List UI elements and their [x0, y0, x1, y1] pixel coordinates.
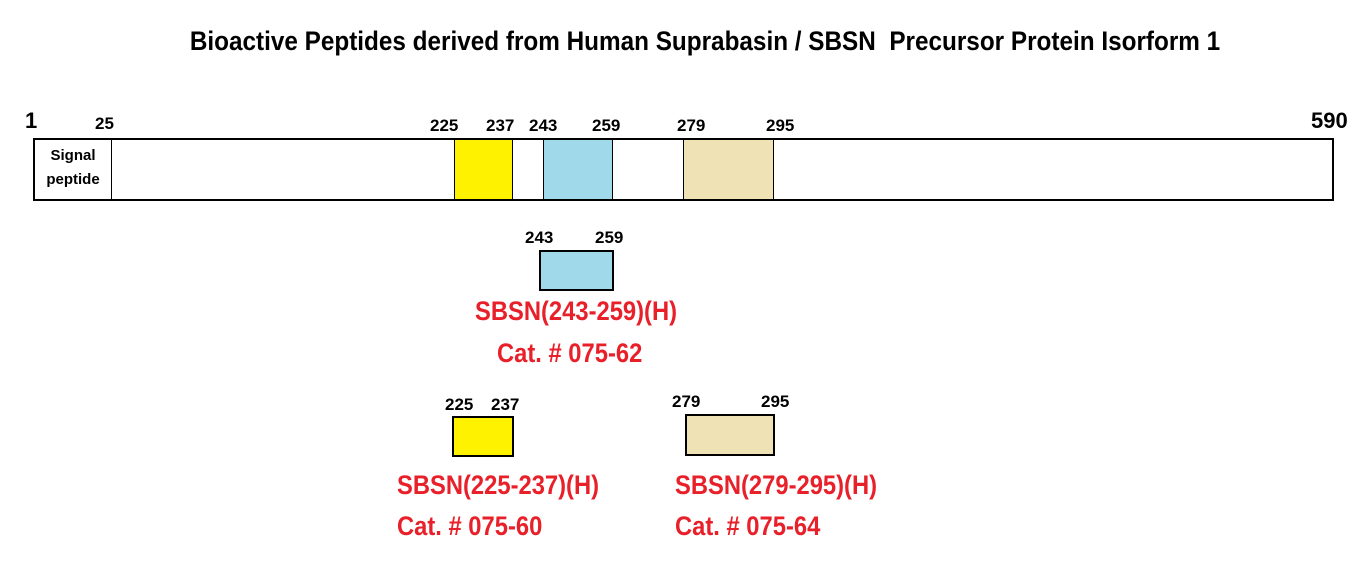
peptide-279-295-name: SBSN(279-295)(H) — [675, 470, 878, 500]
peptide-225-237-name: SBSN(225-237)(H) — [397, 470, 600, 500]
segment-225-end-label: 237 — [486, 116, 515, 135]
peptide-225-237-box — [452, 416, 514, 457]
peptide-225-237-cat: Cat. # 075-60 — [397, 511, 543, 541]
peptide-243-end-label: 259 — [595, 228, 624, 247]
segment-279-start-label: 279 — [677, 116, 706, 135]
segment-279-295 — [683, 140, 774, 199]
peptide-279-end-label: 295 — [761, 392, 790, 411]
diagram-title: Bioactive Peptides derived from Human Su… — [189, 26, 1221, 56]
segment-225-237 — [454, 140, 513, 199]
signal-peptide-label-line1: Signal — [50, 147, 96, 164]
start-position-label: 1 — [25, 108, 38, 133]
segment-243-259 — [543, 140, 613, 199]
end-position-label: 590 — [1311, 108, 1348, 133]
peptide-243-259-box — [539, 250, 614, 291]
peptide-279-295-box — [685, 414, 775, 456]
peptide-243-start-label: 243 — [525, 228, 554, 247]
segment-279-end-label: 295 — [766, 116, 795, 135]
protein-bar: Signal peptide — [33, 138, 1334, 201]
peptide-225-start-label: 225 — [445, 395, 474, 414]
peptide-279-start-label: 279 — [672, 392, 701, 411]
segment-243-end-label: 259 — [592, 116, 621, 135]
peptide-243-259-cat: Cat. # 075-62 — [497, 338, 643, 368]
peptide-243-259-name: SBSN(243-259)(H) — [475, 296, 678, 326]
segment-225-start-label: 225 — [430, 116, 459, 135]
signal-peptide-region: Signal peptide — [35, 140, 112, 199]
peptide-225-end-label: 237 — [491, 395, 520, 414]
peptide-279-295-cat: Cat. # 075-64 — [675, 511, 821, 541]
segment-243-start-label: 243 — [529, 116, 558, 135]
signal-end-label: 25 — [95, 114, 114, 133]
signal-peptide-label-line2: peptide — [46, 171, 100, 188]
